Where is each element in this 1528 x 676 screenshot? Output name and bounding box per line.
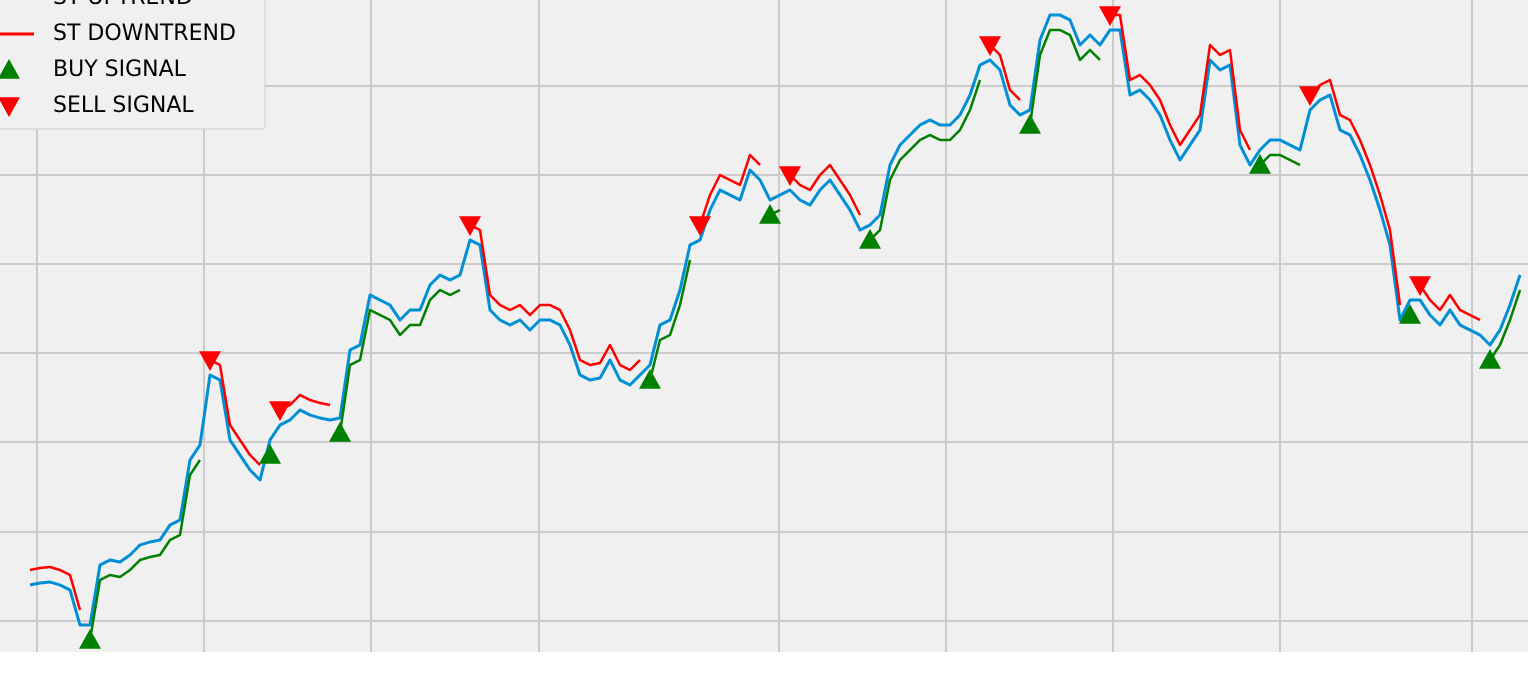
buy-marker bbox=[259, 444, 281, 464]
legend: ST UPTREND ST DOWNTREND BUY SIGNAL SELL SIG… bbox=[0, 0, 266, 130]
legend-label: BUY SIGNAL bbox=[53, 57, 187, 82]
sell-marker bbox=[1409, 276, 1431, 296]
buy-marker bbox=[329, 422, 351, 442]
sell-marker bbox=[199, 351, 221, 371]
buy-marker bbox=[1249, 154, 1271, 174]
buy-marker bbox=[79, 629, 101, 649]
legend-label: ST DOWNTREND bbox=[53, 21, 236, 46]
sell-marker bbox=[269, 401, 291, 421]
buy-marker bbox=[859, 229, 881, 249]
buy-marker bbox=[1479, 349, 1501, 369]
supertrend-line bbox=[88, 28, 1522, 641]
buy-marker bbox=[639, 369, 661, 389]
legend-box bbox=[0, 0, 266, 130]
sell-marker bbox=[779, 166, 801, 186]
sell-marker bbox=[1099, 6, 1121, 26]
legend-marker bbox=[0, 97, 20, 117]
grid bbox=[0, 0, 1528, 652]
legend-marker bbox=[0, 59, 20, 79]
buy-marker bbox=[1399, 304, 1421, 324]
sell-marker bbox=[689, 216, 711, 236]
plot bbox=[29, 6, 1522, 649]
sell-marker bbox=[1299, 86, 1321, 106]
legend-label: ST UPTREND bbox=[53, 0, 193, 10]
buy-marker bbox=[1019, 114, 1041, 134]
buy-marker bbox=[759, 204, 781, 224]
sell-marker bbox=[979, 36, 1001, 56]
supertrend-line bbox=[29, 13, 1481, 611]
legend-label: SELL SIGNAL bbox=[53, 93, 194, 118]
sell-marker bbox=[459, 216, 481, 236]
price-line bbox=[29, 13, 1522, 627]
